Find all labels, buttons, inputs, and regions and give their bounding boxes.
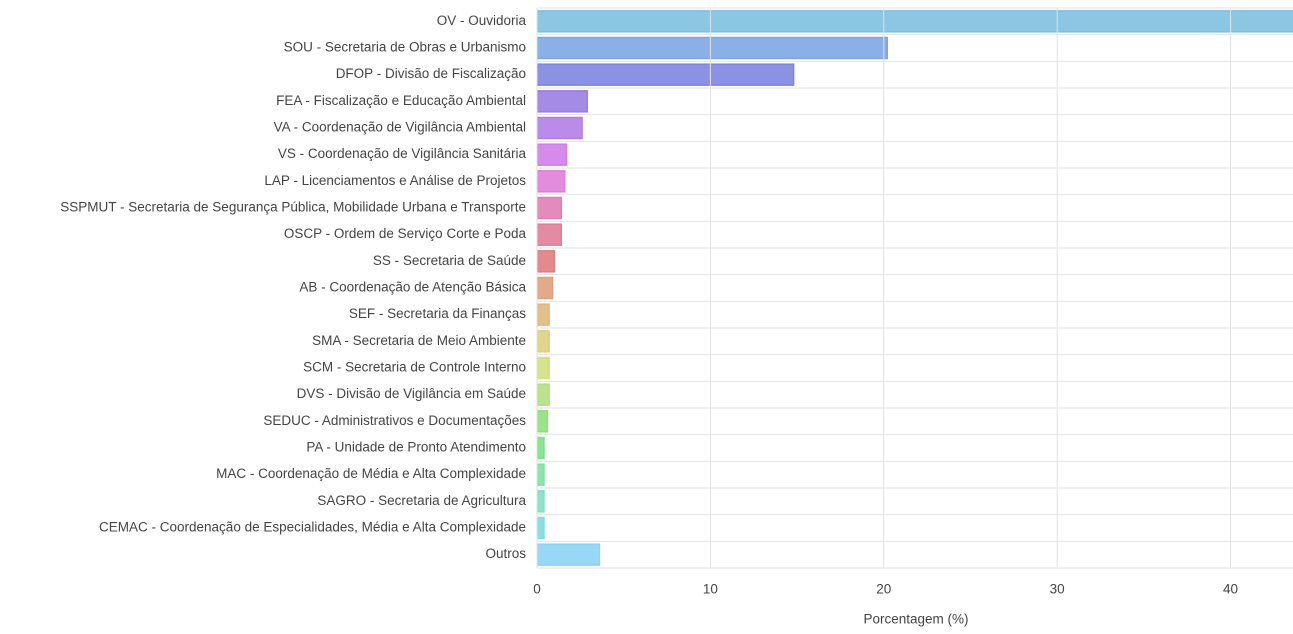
y-tick-label: SCM - Secretaria de Controle Interno [303,360,526,375]
y-tick-label: SSPMUT - Secretaria de Segurança Pública… [60,200,526,215]
bar [537,410,549,433]
bar [537,543,601,566]
x-tick-label: 30 [1050,582,1065,597]
bar [537,36,889,60]
bar [537,436,545,460]
bar [537,143,568,166]
x-tick-label: 0 [533,582,541,597]
bar [537,463,545,486]
y-tick-label: PA - Unidade de Pronto Atendimento [306,440,526,455]
y-tick-label: OSCP - Ordem de Serviço Corte e Poda [284,226,527,241]
plot-area [537,10,1293,566]
bar [537,330,550,353]
x-tick-label: 20 [876,582,891,597]
y-tick-label: SS - Secretaria de Saúde [373,253,526,268]
y-tick-label: CEMAC - Coordenação de Especialidades, M… [99,520,526,535]
y-tick-label: Outros [485,546,526,561]
y-tick-label: SMA - Secretaria de Meio Ambiente [312,333,526,348]
bar [537,356,550,380]
x-tick-label: 10 [703,582,718,597]
bar [537,490,545,513]
bar [537,90,589,113]
y-tick-label: DVS - Divisão de Vigilância em Saúde [297,386,526,401]
bar [537,250,556,273]
y-tick-label: SEF - Secretaria da Finanças [349,306,526,321]
y-tick-label: SOU - Secretaria de Obras e Urbanismo [284,40,526,55]
bar [537,63,795,86]
y-tick-label: MAC - Coordenação de Média e Alta Comple… [216,466,526,481]
y-tick-label: LAP - Licenciamentos e Análise de Projet… [264,173,526,188]
y-tick-label: OV - Ouvidoria [437,13,527,28]
x-axis-label: Porcentagem (%) [863,612,968,627]
bar [537,516,545,540]
bar [537,383,550,406]
y-tick-label: DFOP - Divisão de Fiscalização [336,66,526,81]
y-tick-label: FEA - Fiscalização e Educação Ambiental [276,93,526,108]
y-tick-label: VS - Coordenação de Vigilância Sanitária [278,146,527,161]
y-tick-label: AB - Coordenação de Atenção Básica [299,280,526,295]
bar [537,276,554,300]
bar [537,170,566,193]
y-tick-label: VA - Coordenação de Vigilância Ambiental [274,120,526,135]
bar [537,196,563,220]
y-tick-label: SAGRO - Secretaria de Agricultura [317,493,526,508]
bar [537,223,563,246]
bar [537,116,583,140]
y-tick-label: SEDUC - Administrativos e Documentações [263,413,526,428]
x-tick-label: 40 [1223,582,1238,597]
bar [537,10,1293,33]
bar [537,303,550,326]
